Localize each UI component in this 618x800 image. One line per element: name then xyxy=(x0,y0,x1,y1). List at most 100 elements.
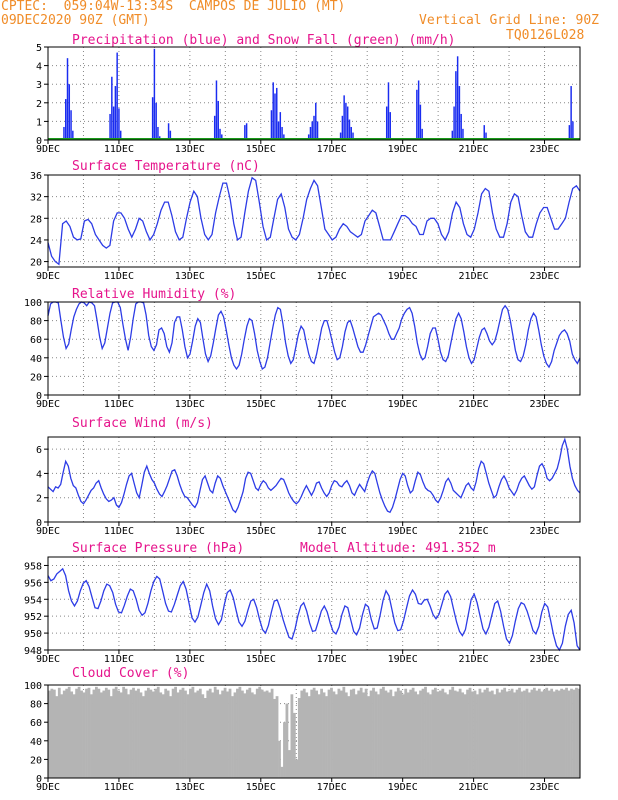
cloud-bar xyxy=(404,688,408,778)
y-tick-label: 4 xyxy=(36,469,42,480)
cloud-bar xyxy=(65,688,69,778)
cloud-bar xyxy=(248,687,252,778)
precip-bar xyxy=(483,125,485,140)
cloud-bar xyxy=(391,696,395,778)
precip-bar xyxy=(66,58,69,140)
precip-bar xyxy=(114,86,117,140)
precip-bar xyxy=(572,121,574,140)
cloud-bar xyxy=(476,694,479,778)
x-tick-label: 11DEC xyxy=(104,144,134,155)
cloud-bar xyxy=(369,690,373,778)
panel-title: Relative Humidity (%) xyxy=(72,287,236,302)
y-tick-label: 20 xyxy=(30,755,42,766)
y-tick-label: 80 xyxy=(30,317,42,328)
cloud-bar xyxy=(485,687,489,778)
y-tick-label: 954 xyxy=(24,595,42,606)
cloud-bar xyxy=(384,690,388,778)
cloud-bar xyxy=(436,691,440,778)
cloud-bar xyxy=(231,696,234,778)
y-tick-label: 0 xyxy=(36,774,42,785)
x-tick-label: 15DEC xyxy=(246,526,276,537)
precip-bar xyxy=(153,48,156,140)
precip-bar xyxy=(416,89,418,140)
cloud-bar xyxy=(409,689,413,778)
cloud-bar xyxy=(302,688,306,778)
cloud-bar xyxy=(273,698,276,778)
cloud-bar xyxy=(216,689,220,778)
x-tick-label: 19DEC xyxy=(388,782,418,793)
x-tick-label: 23DEC xyxy=(529,271,559,282)
cloud-bar xyxy=(456,691,460,778)
cloud-bar xyxy=(241,690,244,778)
cloud-bar xyxy=(122,686,126,778)
cloud-bar xyxy=(305,692,309,778)
cloud-bar xyxy=(471,691,474,778)
precip-bar xyxy=(274,93,276,140)
series-line xyxy=(47,301,581,371)
cloud-bar xyxy=(493,694,497,778)
cloud-bar xyxy=(280,766,284,778)
precip-bar xyxy=(350,126,352,140)
cloud-bar xyxy=(218,694,222,778)
cloud-bar xyxy=(446,694,450,778)
precip-bar xyxy=(219,128,221,140)
cloud-bar xyxy=(419,690,422,778)
header-model-code: TQ0126L028 xyxy=(506,28,585,43)
cloud-bar xyxy=(406,692,410,778)
cloud-bar xyxy=(498,692,502,778)
cloud-bar xyxy=(80,690,83,778)
precip-bar xyxy=(283,134,285,140)
precip-bar xyxy=(281,126,283,140)
cloud-bar xyxy=(156,686,160,778)
cloud-bar xyxy=(184,690,187,778)
cloud-bar xyxy=(260,689,264,778)
precip-bar xyxy=(118,108,120,140)
cloud-bar xyxy=(537,688,541,778)
cloud-bar xyxy=(288,750,291,778)
y-tick-label: 958 xyxy=(24,561,42,572)
header-date: 09DEC2020 90Z (GMT) xyxy=(1,13,150,28)
header: CPTEC: 059:04W-13:34S CAMPOS DE JULIO (M… xyxy=(0,0,618,48)
cloud-bar xyxy=(283,722,286,778)
cloud-bar xyxy=(243,693,247,778)
series-line xyxy=(47,176,581,266)
y-tick-label: 100 xyxy=(24,298,42,309)
cloud-bar xyxy=(278,740,281,778)
cloud-bar xyxy=(95,686,98,778)
cloud-bar xyxy=(191,686,195,778)
cloud-bar xyxy=(85,688,88,778)
y-tick-label: 24 xyxy=(30,236,42,247)
cloud-bar xyxy=(233,692,237,778)
cloud-bar xyxy=(310,689,314,778)
cloud-bar xyxy=(394,691,398,778)
cloud-bar xyxy=(236,688,239,778)
cloud-bar xyxy=(463,694,467,778)
panel-frame xyxy=(47,556,581,651)
cloud-bar xyxy=(438,690,442,778)
precip-bar xyxy=(348,119,351,140)
cloud-bar xyxy=(337,688,341,778)
y-tick-label: 950 xyxy=(24,629,42,640)
x-tick-label: 17DEC xyxy=(317,399,347,410)
precip-bar xyxy=(63,126,65,140)
cloud-bar xyxy=(109,696,113,778)
cloud-bar xyxy=(570,688,573,778)
precip-bar xyxy=(387,82,390,140)
cloud-bar xyxy=(226,691,229,778)
cloud-bar xyxy=(250,692,254,778)
cloud-bar xyxy=(458,688,462,778)
precip-bar xyxy=(217,100,219,140)
cloud-bar xyxy=(317,694,321,778)
cloud-bar xyxy=(221,690,224,778)
precip-bar xyxy=(460,113,462,140)
cloud-bar xyxy=(295,759,299,778)
cloud-bar xyxy=(114,686,118,778)
cloud-bar xyxy=(468,687,472,778)
precip-bar xyxy=(221,134,223,140)
precip-bar xyxy=(276,87,278,140)
precip-bar xyxy=(421,128,423,140)
precip-bar xyxy=(270,110,273,140)
precip-bar xyxy=(352,132,354,140)
cloud-bar xyxy=(223,687,227,778)
cloud-bar xyxy=(453,690,457,778)
